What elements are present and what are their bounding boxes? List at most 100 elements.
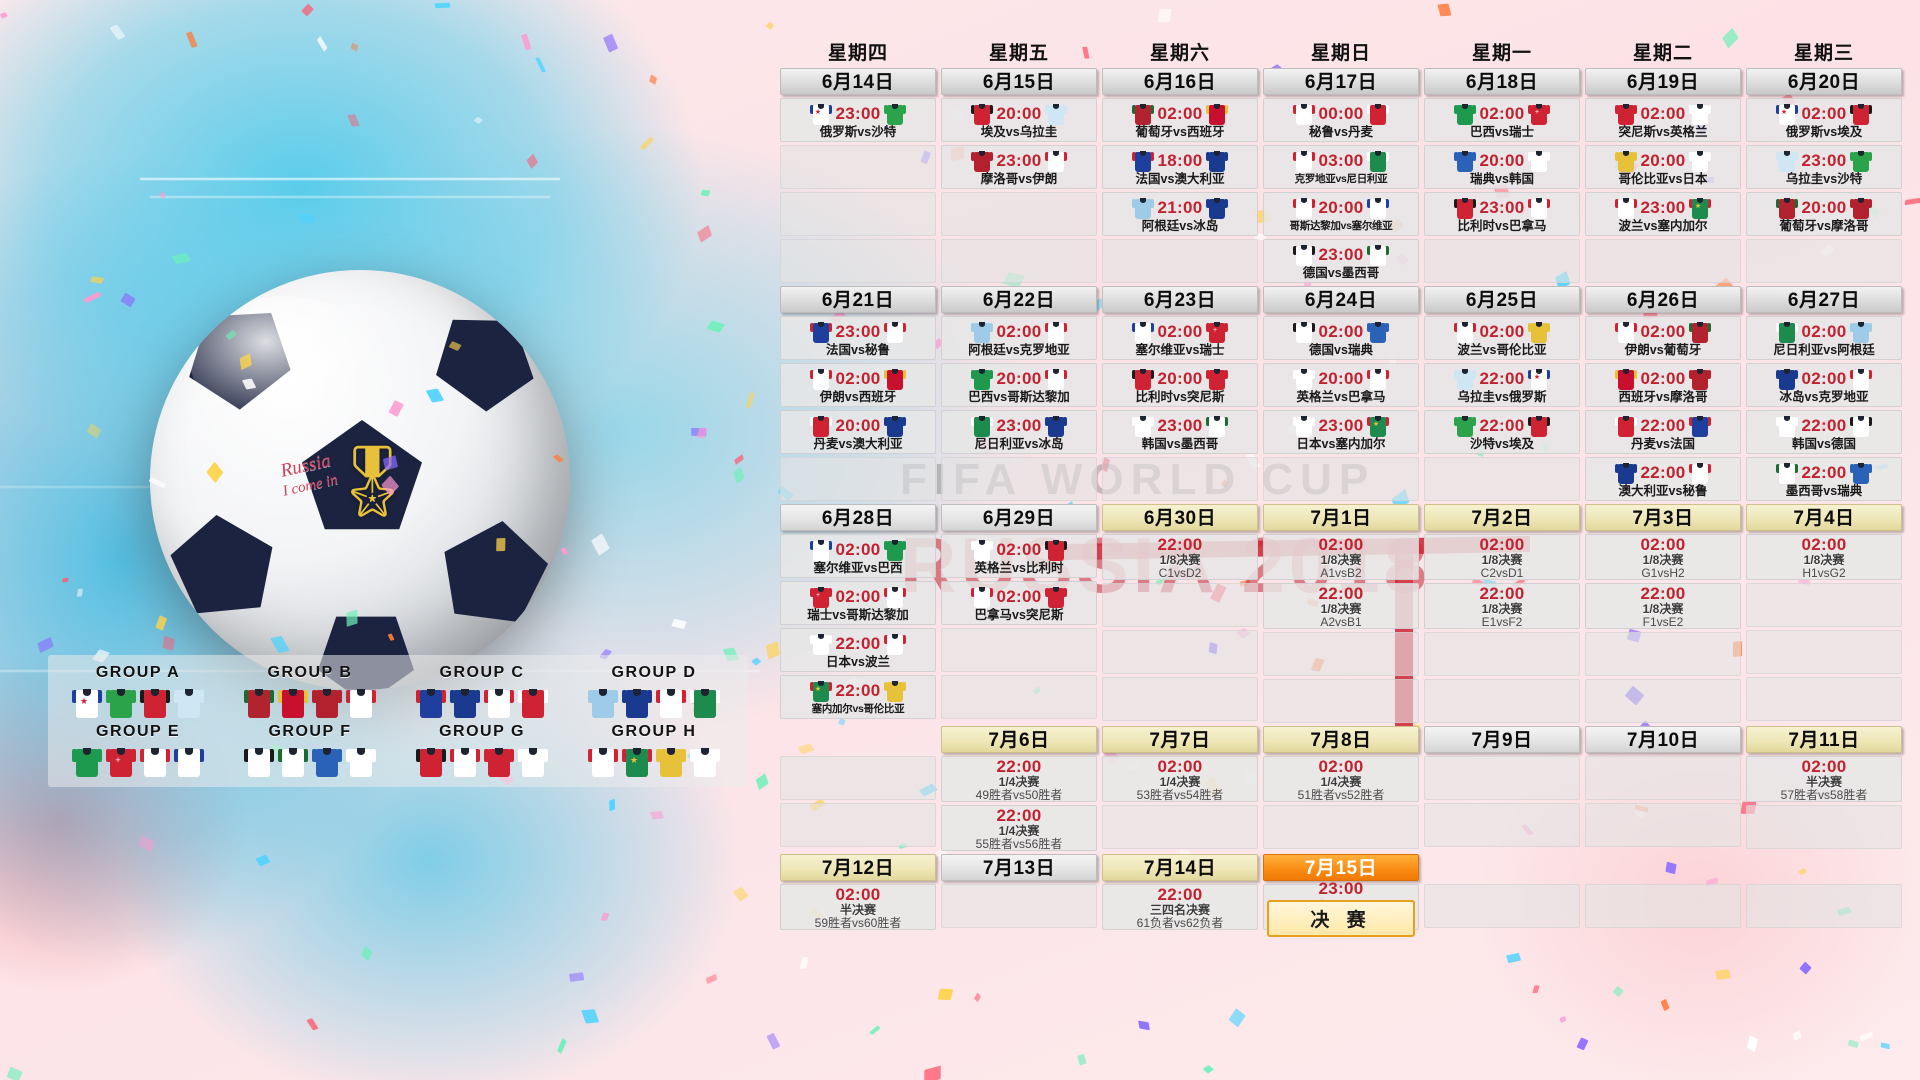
date-header-7月9日[interactable]: 7月9日 (1424, 726, 1580, 753)
date-header-6月19日[interactable]: 6月19日 (1585, 68, 1741, 95)
date-header-7月4日[interactable]: 7月4日 (1746, 504, 1902, 531)
match-cell[interactable]: 22:00 韩国vs德国 (1746, 410, 1902, 454)
match-cell[interactable]: 22:00 沙特vs埃及 (1424, 410, 1580, 454)
knockout-match-cell[interactable]: 02:00 1/8决赛 G1vsH2 (1585, 534, 1741, 580)
match-cell[interactable]: 22:00 墨西哥vs瑞典 (1746, 457, 1902, 501)
group-box-group-f[interactable]: GROUP F (224, 720, 396, 779)
knockout-match-cell[interactable]: 22:00 1/8决赛 E1vsF2 (1424, 583, 1580, 629)
match-cell[interactable]: 20:00 埃及vs乌拉圭 (941, 98, 1097, 142)
knockout-match-cell[interactable]: 02:00 半决赛 57胜者vs58胜者 (1746, 756, 1902, 802)
date-header-6月23日[interactable]: 6月23日 (1102, 286, 1258, 313)
date-header-6月26日[interactable]: 6月26日 (1585, 286, 1741, 313)
group-box-group-c[interactable]: GROUP C (396, 661, 568, 720)
final-match-cell[interactable]: 23:00 决 赛 (1263, 879, 1419, 937)
match-cell[interactable]: 18:00 法国vs澳大利亚 (1102, 145, 1258, 189)
match-cell[interactable]: 02:00 西班牙vs摩洛哥 (1585, 363, 1741, 407)
match-cell[interactable]: 22:00 ★ 乌拉圭vs俄罗斯 (1424, 363, 1580, 407)
match-cell[interactable]: 02:00 巴拿马vs突尼斯 (941, 581, 1097, 625)
match-cell[interactable]: 02:00 伊朗vs西班牙 (780, 363, 936, 407)
knockout-match-cell[interactable]: 22:00 1/8决赛 F1vsE2 (1585, 583, 1741, 629)
match-cell[interactable]: 02:00 突尼斯vs英格兰 (1585, 98, 1741, 142)
date-header-7月10日[interactable]: 7月10日 (1585, 726, 1741, 753)
match-cell[interactable]: 20:00 葡萄牙vs摩洛哥 (1746, 192, 1902, 236)
match-cell[interactable]: 20:00 巴西vs哥斯达黎加 (941, 363, 1097, 407)
date-header-6月21日[interactable]: 6月21日 (780, 286, 936, 313)
date-header-7月8日[interactable]: 7月8日 (1263, 726, 1419, 753)
match-cell[interactable]: 21:00 阿根廷vs冰岛 (1102, 192, 1258, 236)
date-header-7月7日[interactable]: 7月7日 (1102, 726, 1258, 753)
match-cell[interactable]: 02:00 冰岛vs克罗地亚 (1746, 363, 1902, 407)
match-cell[interactable]: 23:00 比利时vs巴拿马 (1424, 192, 1580, 236)
date-header-7月15日[interactable]: 7月15日 (1263, 854, 1419, 881)
match-cell[interactable]: 20:00 丹麦vs澳大利亚 (780, 410, 936, 454)
match-cell[interactable]: 02:00 德国vs瑞典 (1263, 316, 1419, 360)
match-cell[interactable]: 20:00 哥斯达黎加vs塞尔维亚 (1263, 192, 1419, 236)
match-cell[interactable]: ★ 22:00 塞内加尔vs哥伦比亚 (780, 675, 936, 719)
match-cell[interactable]: 03:00 克罗地亚vs尼日利亚 (1263, 145, 1419, 189)
match-cell[interactable]: 02:00 葡萄牙vs西班牙 (1102, 98, 1258, 142)
match-cell[interactable]: 20:00 哥伦比亚vs日本 (1585, 145, 1741, 189)
match-cell[interactable]: 20:00 瑞典vs韩国 (1424, 145, 1580, 189)
match-cell[interactable]: 02:00 + 巴西vs瑞士 (1424, 98, 1580, 142)
knockout-match-cell[interactable]: 22:00 1/4决赛 49胜者vs50胜者 (941, 756, 1097, 802)
match-cell[interactable]: 23:00 摩洛哥vs伊朗 (941, 145, 1097, 189)
date-header-6月29日[interactable]: 6月29日 (941, 504, 1097, 531)
match-cell[interactable]: 02:00 + 塞尔维亚vs瑞士 (1102, 316, 1258, 360)
match-cell[interactable]: 02:00 伊朗vs葡萄牙 (1585, 316, 1741, 360)
date-header-6月20日[interactable]: 6月20日 (1746, 68, 1902, 95)
date-header-7月2日[interactable]: 7月2日 (1424, 504, 1580, 531)
knockout-match-cell[interactable]: 02:00 1/8决赛 H1vsG2 (1746, 534, 1902, 580)
knockout-match-cell[interactable]: 22:00 1/8决赛 A2vsB1 (1263, 583, 1419, 629)
match-cell[interactable]: 22:00 日本vs波兰 (780, 628, 936, 672)
match-cell[interactable]: 02:00 塞尔维亚vs巴西 (780, 534, 936, 578)
date-header-6月14日[interactable]: 6月14日 (780, 68, 936, 95)
match-cell[interactable]: 23:00 尼日利亚vs冰岛 (941, 410, 1097, 454)
date-header-6月17日[interactable]: 6月17日 (1263, 68, 1419, 95)
date-header-7月12日[interactable]: 7月12日 (780, 854, 936, 881)
match-cell[interactable]: 23:00 韩国vs墨西哥 (1102, 410, 1258, 454)
knockout-match-cell[interactable]: 22:00 1/8决赛 C1vsD2 (1102, 534, 1258, 580)
match-cell[interactable]: 02:00 波兰vs哥伦比亚 (1424, 316, 1580, 360)
match-cell[interactable]: 23:00 德国vs墨西哥 (1263, 239, 1419, 283)
date-header-7月11日[interactable]: 7月11日 (1746, 726, 1902, 753)
match-cell[interactable]: 23:00 ★ 日本vs塞内加尔 (1263, 410, 1419, 454)
date-header-6月22日[interactable]: 6月22日 (941, 286, 1097, 313)
match-cell[interactable]: 22:00 澳大利亚vs秘鲁 (1585, 457, 1741, 501)
knockout-match-cell[interactable]: 02:00 1/4决赛 53胜者vs54胜者 (1102, 756, 1258, 802)
date-header-6月27日[interactable]: 6月27日 (1746, 286, 1902, 313)
match-cell[interactable]: 22:00 丹麦vs法国 (1585, 410, 1741, 454)
match-cell[interactable]: ★ 23:00 俄罗斯vs沙特 (780, 98, 936, 142)
knockout-match-cell[interactable]: 02:00 1/8决赛 C2vsD1 (1424, 534, 1580, 580)
date-header-7月3日[interactable]: 7月3日 (1585, 504, 1741, 531)
match-cell[interactable]: 02:00 尼日利亚vs阿根廷 (1746, 316, 1902, 360)
date-header-6月18日[interactable]: 6月18日 (1424, 68, 1580, 95)
match-cell[interactable]: ★ 02:00 俄罗斯vs埃及 (1746, 98, 1902, 142)
knockout-match-cell[interactable]: 22:00 1/4决赛 55胜者vs56胜者 (941, 805, 1097, 851)
match-cell[interactable]: 23:00 法国vs秘鲁 (780, 316, 936, 360)
date-header-6月15日[interactable]: 6月15日 (941, 68, 1097, 95)
date-header-6月30日[interactable]: 6月30日 (1102, 504, 1258, 531)
group-box-group-d[interactable]: GROUP D (568, 661, 740, 720)
knockout-match-cell[interactable]: 02:00 半决赛 59胜者vs60胜者 (780, 884, 936, 930)
date-header-7月1日[interactable]: 7月1日 (1263, 504, 1419, 531)
date-header-7月14日[interactable]: 7月14日 (1102, 854, 1258, 881)
group-box-group-g[interactable]: GROUP G (396, 720, 568, 779)
group-box-group-a[interactable]: GROUP A ★ (52, 661, 224, 720)
match-cell[interactable]: 23:00 ★ 波兰vs塞内加尔 (1585, 192, 1741, 236)
date-header-6月24日[interactable]: 6月24日 (1263, 286, 1419, 313)
date-header-7月13日[interactable]: 7月13日 (941, 854, 1097, 881)
match-cell[interactable]: +02:00 瑞士vs哥斯达黎加 (780, 581, 936, 625)
group-box-group-b[interactable]: GROUP B (224, 661, 396, 720)
knockout-match-cell[interactable]: 02:00 1/4决赛 51胜者vs52胜者 (1263, 756, 1419, 802)
match-cell[interactable]: 23:00 乌拉圭vs沙特 (1746, 145, 1902, 189)
group-box-group-h[interactable]: GROUP H ★ (568, 720, 740, 779)
match-cell[interactable]: 20:00 比利时vs突尼斯 (1102, 363, 1258, 407)
date-header-6月16日[interactable]: 6月16日 (1102, 68, 1258, 95)
match-cell[interactable]: 02:00 阿根廷vs克罗地亚 (941, 316, 1097, 360)
knockout-match-cell[interactable]: 02:00 1/8决赛 A1vsB2 (1263, 534, 1419, 580)
date-header-6月28日[interactable]: 6月28日 (780, 504, 936, 531)
match-cell[interactable]: 20:00 英格兰vs巴拿马 (1263, 363, 1419, 407)
match-cell[interactable]: 02:00 英格兰vs比利时 (941, 534, 1097, 578)
group-box-group-e[interactable]: GROUP E + (52, 720, 224, 779)
match-cell[interactable]: 00:00 秘鲁vs丹麦 (1263, 98, 1419, 142)
